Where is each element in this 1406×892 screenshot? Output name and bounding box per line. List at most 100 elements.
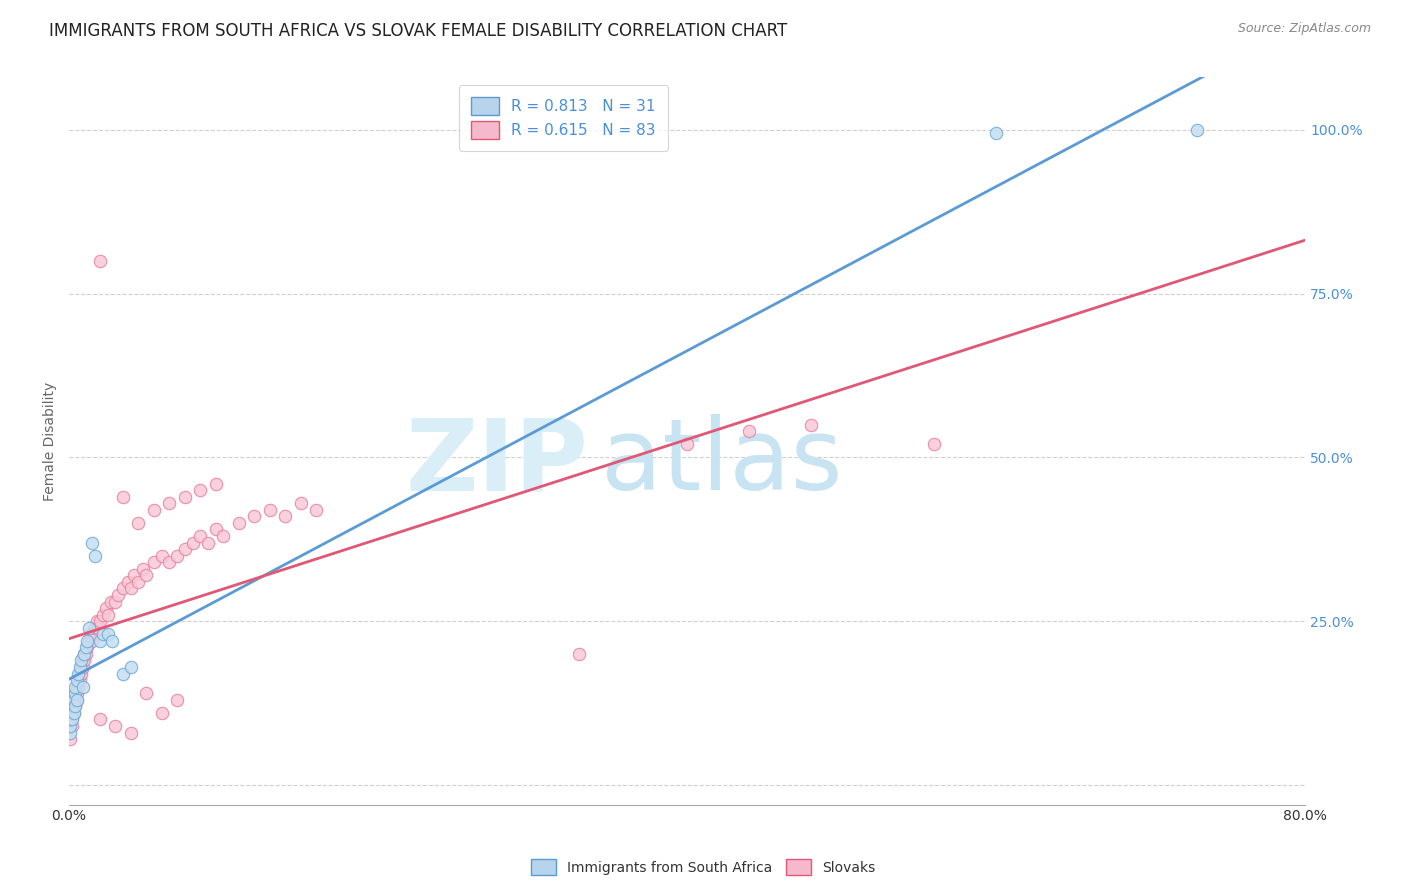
Point <box>63 680 86 694</box>
Point <box>89 253 111 268</box>
Point <box>111 490 134 504</box>
Point <box>738 424 761 438</box>
Point <box>166 693 188 707</box>
Point <box>73 653 96 667</box>
Point <box>166 549 188 563</box>
Point <box>62 693 84 707</box>
Point <box>94 601 117 615</box>
Point <box>89 614 111 628</box>
Point <box>676 437 699 451</box>
Point <box>73 647 96 661</box>
Point <box>212 529 235 543</box>
Point <box>66 686 89 700</box>
Text: ZIP: ZIP <box>405 415 588 511</box>
Legend: Immigrants from South Africa, Slovaks: Immigrants from South Africa, Slovaks <box>524 854 882 880</box>
Point <box>60 706 83 720</box>
Point <box>91 627 114 641</box>
Point <box>59 732 82 747</box>
Point <box>107 588 129 602</box>
Point <box>62 693 84 707</box>
Point <box>63 699 86 714</box>
Point <box>69 673 91 687</box>
Point <box>60 706 83 720</box>
Point <box>120 660 142 674</box>
Point <box>117 574 139 589</box>
Point <box>259 503 281 517</box>
Point <box>75 640 97 655</box>
Point <box>76 633 98 648</box>
Point <box>104 594 127 608</box>
Point <box>157 496 180 510</box>
Point <box>142 503 165 517</box>
Point <box>188 483 211 498</box>
Point <box>188 529 211 543</box>
Point <box>111 582 134 596</box>
Point <box>70 660 93 674</box>
Text: Source: ZipAtlas.com: Source: ZipAtlas.com <box>1237 22 1371 36</box>
Point <box>132 562 155 576</box>
Point <box>60 713 83 727</box>
Point <box>59 725 82 739</box>
Point <box>243 509 266 524</box>
Point <box>97 627 120 641</box>
Point <box>63 699 86 714</box>
Point <box>305 503 328 517</box>
Y-axis label: Female Disability: Female Disability <box>44 382 58 500</box>
Point <box>274 509 297 524</box>
Point <box>73 647 96 661</box>
Point <box>104 719 127 733</box>
Point <box>70 653 93 667</box>
Point <box>86 614 108 628</box>
Point <box>89 713 111 727</box>
Point <box>173 542 195 557</box>
Point <box>59 719 82 733</box>
Point <box>924 437 946 451</box>
Point <box>72 680 94 694</box>
Point <box>63 686 86 700</box>
Point <box>83 627 105 641</box>
Point <box>89 633 111 648</box>
Point <box>204 523 226 537</box>
Point <box>62 706 84 720</box>
Point <box>290 496 312 510</box>
Point <box>142 555 165 569</box>
Point <box>69 666 91 681</box>
Point <box>59 713 82 727</box>
Point <box>97 607 120 622</box>
Point <box>60 713 83 727</box>
Text: IMMIGRANTS FROM SOUTH AFRICA VS SLOVAK FEMALE DISABILITY CORRELATION CHART: IMMIGRANTS FROM SOUTH AFRICA VS SLOVAK F… <box>49 22 787 40</box>
Point <box>181 535 204 549</box>
Point <box>82 633 104 648</box>
Point <box>82 535 104 549</box>
Legend: R = 0.813   N = 31, R = 0.615   N = 83: R = 0.813 N = 31, R = 0.615 N = 83 <box>460 85 668 151</box>
Point <box>75 647 97 661</box>
Point <box>59 706 82 720</box>
Point <box>77 633 100 648</box>
Point <box>67 666 90 681</box>
Point <box>111 666 134 681</box>
Point <box>127 574 149 589</box>
Point <box>135 686 157 700</box>
Point <box>77 621 100 635</box>
Point <box>87 621 110 635</box>
Point <box>120 582 142 596</box>
Point <box>76 640 98 655</box>
Point <box>67 673 90 687</box>
Point <box>84 549 107 563</box>
Point <box>70 666 93 681</box>
Point <box>84 621 107 635</box>
Text: atlas: atlas <box>600 415 842 511</box>
Point <box>66 693 89 707</box>
Point <box>72 660 94 674</box>
Point <box>60 719 83 733</box>
Point <box>59 719 82 733</box>
Point <box>60 699 83 714</box>
Point <box>79 627 101 641</box>
Point <box>67 680 90 694</box>
Point <box>157 555 180 569</box>
Point <box>62 699 84 714</box>
Point <box>228 516 250 530</box>
Point <box>63 686 86 700</box>
Point <box>66 680 89 694</box>
Point <box>120 725 142 739</box>
